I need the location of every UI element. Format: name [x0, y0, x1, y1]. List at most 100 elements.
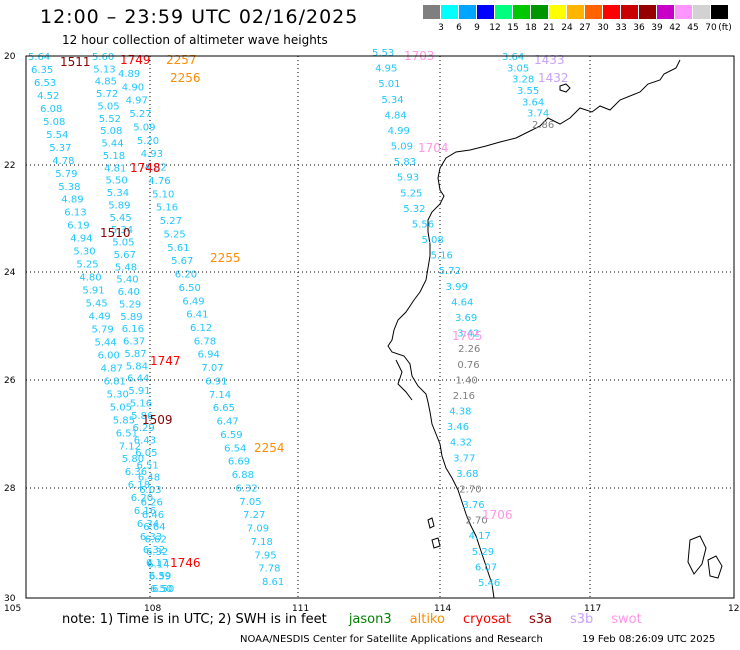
- wave-height-value: 6.18: [128, 480, 150, 491]
- wave-height-value: 4.81: [104, 163, 126, 174]
- wave-height-value: 5.37: [49, 143, 71, 154]
- wave-height-value: 6.37: [123, 337, 145, 348]
- wave-height-value: 8.61: [262, 577, 284, 588]
- wave-height-value: 4.95: [375, 64, 397, 75]
- wave-height-value: 4.52: [37, 91, 59, 102]
- wave-height-value: 4.78: [52, 156, 74, 167]
- wave-height-value: 5.45: [110, 213, 132, 224]
- wave-height-value: 5.91: [82, 286, 104, 297]
- wave-height-value: 6.54: [224, 443, 246, 454]
- satellite-name: swot: [611, 612, 642, 627]
- wave-height-value: 5.08: [100, 126, 122, 137]
- pass-time-label: 1748: [130, 161, 161, 175]
- pass-time-label: 1749: [120, 53, 151, 67]
- wave-height-value: 6.50: [150, 584, 172, 595]
- wave-height-value: 3.42: [457, 329, 479, 340]
- wave-height-value: 3.77: [453, 453, 475, 464]
- wave-height-value: 6.26: [141, 497, 163, 508]
- wave-height-value: 5.89: [108, 201, 130, 212]
- wave-height-value: 5.89: [120, 312, 142, 323]
- wave-height-value: 3.05: [507, 63, 529, 74]
- legend-swatch: [585, 5, 602, 19]
- coastline: [387, 59, 723, 599]
- wave-height-value: 7.12: [119, 441, 141, 452]
- satellite-name: cryosat: [462, 612, 511, 627]
- axis-ticks: 105 108 111 114 117 120 20 22 24 26 28 30: [4, 52, 740, 614]
- wave-height-value: 6.33: [140, 532, 162, 543]
- wave-height-value: 5.25: [164, 229, 186, 240]
- wave-height-value: 4.99: [388, 126, 410, 137]
- wave-height-value: 6.16: [122, 324, 144, 335]
- wave-height-value: 6.62: [145, 535, 167, 546]
- wave-height-value: 5.34: [107, 188, 129, 199]
- wave-height-value: 5.08: [422, 235, 444, 246]
- wave-height-value: 5.01: [378, 79, 400, 90]
- wave-height-value: 7.07: [201, 363, 223, 374]
- wave-height-value: 5.46: [478, 578, 500, 589]
- wave-height-value: 5.29: [119, 299, 141, 310]
- map-title: 12:00 – 23:59 UTC 02/16/2025: [40, 6, 359, 28]
- wave-height-value: 5.29: [472, 547, 494, 558]
- wave-height-value: 5.54: [46, 130, 68, 141]
- wave-height-value: 4.89: [118, 69, 140, 80]
- wave-height-value: 6.36: [125, 467, 147, 478]
- legend-swatch: [711, 5, 728, 19]
- timestamp: 19 Feb 08:26:09 UTC 2025: [582, 634, 716, 645]
- wave-height-value: 6.43: [134, 436, 156, 447]
- wave-height-value: 5.86: [131, 411, 153, 422]
- wave-height-value: 2.16: [453, 391, 475, 402]
- lat-tick-label: 22: [4, 161, 15, 171]
- wave-height-value: 5.40: [116, 275, 138, 286]
- wave-height-value: 5.85: [113, 415, 135, 426]
- pass-time-label: 2256: [170, 71, 201, 85]
- wave-height-value: 5.34: [111, 225, 133, 236]
- wave-height-value: 3.64: [502, 52, 524, 63]
- pass-time-label: 1510: [100, 226, 131, 240]
- wave-height-value: 3.64: [522, 97, 544, 108]
- wave-height-value: 6.32: [143, 545, 165, 556]
- footer-note: note: 1) Time is in UTC; 2) SWH is in fe…: [62, 612, 642, 627]
- lat-tick-label: 20: [4, 52, 16, 62]
- legend-swatch: [441, 5, 458, 19]
- wave-height-value: 4.76: [148, 176, 170, 187]
- wave-height-value: 3.46: [447, 422, 469, 433]
- wave-height-value: 6.03: [139, 485, 161, 496]
- wave-height-value: 5.61: [167, 243, 189, 254]
- wave-height-value: 5.79: [55, 169, 77, 180]
- wave-height-value: 5.56: [412, 220, 434, 231]
- wave-height-value: 5.45: [86, 299, 108, 310]
- legend-label: 33: [615, 23, 627, 33]
- legend-swatch: [531, 5, 548, 19]
- wave-height-value: 6.48: [138, 473, 160, 484]
- legend-label: 18: [525, 23, 537, 33]
- legend-label: 6: [456, 23, 462, 33]
- satellite-legend: jason3 altiko cryosat s3a s3b swot: [331, 612, 642, 627]
- wave-height-value: 6.91: [205, 377, 227, 388]
- wave-height-value: 6.53: [34, 78, 56, 89]
- wave-height-value: 6.51: [116, 428, 138, 439]
- wave-height-value: 5.25: [400, 188, 422, 199]
- wave-height-value: 5.25: [76, 260, 98, 271]
- wave-height-value: 6.32: [146, 547, 168, 558]
- wave-height-value: 6.46: [142, 510, 164, 521]
- wave-height-value: 3.69: [455, 313, 477, 324]
- wave-height-value: 4.17: [469, 531, 491, 542]
- legend-label: 39: [651, 23, 663, 33]
- wave-height-value: 7.78: [258, 564, 280, 575]
- wave-height-value: 6.41: [186, 310, 208, 321]
- wave-height-value: 5.09: [133, 123, 155, 134]
- wave-height-value: 3.68: [456, 469, 478, 480]
- wave-height-value: 3.74: [527, 109, 549, 120]
- wave-height-value: 6.59: [149, 571, 171, 582]
- wave-height-value: 0.76: [457, 360, 479, 371]
- wave-height-value: 4.82: [145, 163, 167, 174]
- wave-height-value: 5.30: [107, 389, 129, 400]
- lat-tick-label: 24: [4, 268, 16, 278]
- wave-height-value: 6.19: [67, 221, 89, 232]
- coastline-mainland: [387, 59, 681, 599]
- wave-height-value: 4.94: [70, 234, 92, 245]
- legend-swatch: [639, 5, 656, 19]
- lon-tick-label: 111: [292, 604, 309, 614]
- wave-height-value: 5.53: [372, 48, 394, 59]
